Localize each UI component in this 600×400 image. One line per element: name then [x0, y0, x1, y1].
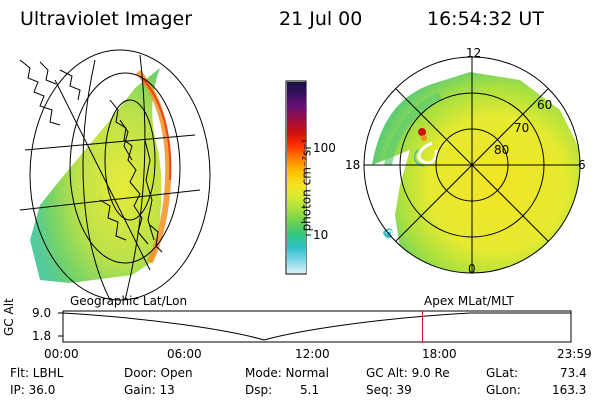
polar-grid	[363, 56, 581, 274]
colorbar-tick-10: 10	[313, 228, 329, 242]
gc-alt-curve	[62, 312, 571, 341]
timeline-ytick-max: 9.0	[32, 306, 52, 320]
colorbar	[287, 82, 306, 273]
mlat-label-60: 60	[537, 98, 553, 112]
glat-value: 73.4	[560, 366, 587, 380]
mlt-label-12: 12	[466, 46, 482, 60]
timeline-xtick-2: 12:00	[295, 347, 330, 361]
timeline-axis-label: GC Alt	[2, 298, 16, 336]
ip-info: IP: 36.0	[10, 383, 56, 397]
polar-panel-label: Apex MLat/MLT	[424, 294, 514, 308]
mlat-label-70: 70	[514, 121, 530, 135]
mlat-label-80: 80	[494, 143, 510, 157]
glon-label: GLon:	[486, 383, 521, 397]
mode-info: Mode: Normal	[245, 366, 329, 380]
gc-alt-info: GC Alt: 9.0 Re	[366, 366, 450, 380]
glon-value: 163.3	[552, 383, 587, 397]
geo-panel-label: Geographic Lat/Lon	[70, 294, 188, 308]
colorbar-tick-100: 100	[313, 141, 336, 155]
timeline-ytick-min: 1.8	[32, 329, 52, 343]
polar-image	[372, 72, 580, 273]
mlt-label-0: 0	[468, 262, 476, 276]
arc-feature	[417, 141, 438, 165]
timeline-frame	[62, 310, 572, 343]
time-label: 16:54:32 UT	[427, 8, 544, 30]
dsp-label: Dsp:	[245, 383, 273, 397]
coastlines	[19, 59, 163, 253]
instrument-title: Ultraviolet Imager	[20, 8, 193, 30]
gain-info: Gain: 13	[124, 383, 175, 397]
timeline-xtick-0: 00:00	[44, 347, 79, 361]
mlt-label-6: 6	[578, 158, 586, 172]
dsp-value: 5.1	[300, 383, 320, 397]
colorbar-unit-label: photon cm⁻²s⁻¹	[299, 138, 314, 232]
filter-info: Flt: LBHL	[10, 366, 64, 380]
seq-info: Seq: 39	[366, 383, 412, 397]
auroral-emission-geo	[30, 68, 162, 283]
door-info: Door: Open	[124, 366, 193, 380]
current-time-marker	[422, 311, 424, 342]
mlt-label-18: 18	[345, 158, 361, 172]
timeline-xtick-1: 06:00	[167, 347, 202, 361]
geo-grid	[19, 49, 211, 301]
auroral-oval	[372, 72, 580, 273]
date-label: 21 Jul 00	[279, 8, 363, 30]
timeline-xtick-3: 18:00	[422, 347, 457, 361]
colorbar-frame	[285, 80, 307, 275]
hotspot-red	[418, 128, 426, 136]
glat-label: GLat:	[486, 366, 519, 380]
timeline-xtick-4: 23:59	[557, 347, 592, 361]
